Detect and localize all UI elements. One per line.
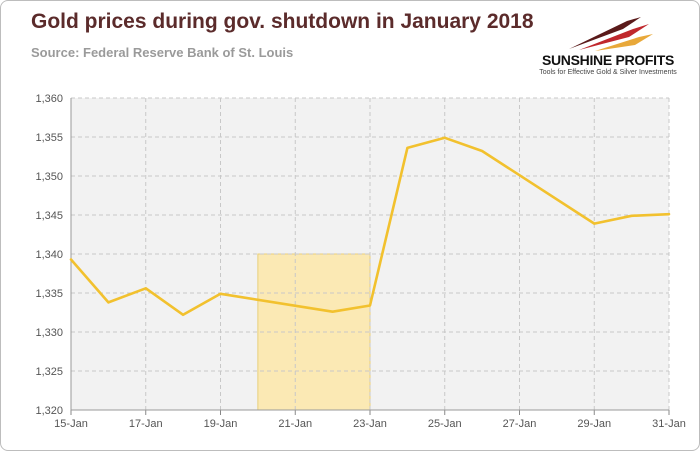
x-tick-label: 27-Jan <box>503 418 537 430</box>
x-tick-label: 23-Jan <box>353 418 387 430</box>
logo-name: SUNSHINE PROFITS <box>541 52 675 68</box>
x-tick-label: 19-Jan <box>204 418 238 430</box>
x-tick-label: 17-Jan <box>129 418 163 430</box>
chart-source: Source: Federal Reserve Bank of St. Loui… <box>31 45 294 60</box>
x-tick-label: 21-Jan <box>278 418 312 430</box>
y-tick-label: 1,335 <box>35 288 63 300</box>
y-tick-label: 1,340 <box>35 249 63 261</box>
y-tick-label: 1,330 <box>35 327 63 339</box>
y-tick-label: 1,360 <box>35 93 63 105</box>
y-tick-label: 1,320 <box>35 405 63 417</box>
y-tick-label: 1,350 <box>35 171 63 183</box>
chart-title: Gold prices during gov. shutdown in Janu… <box>31 10 534 33</box>
logo-swoosh-icon <box>569 17 653 51</box>
y-tick-label: 1,355 <box>35 132 63 144</box>
y-tick-label: 1,325 <box>35 366 63 378</box>
y-tick-label: 1,345 <box>35 210 63 222</box>
x-tick-label: 29-Jan <box>577 418 611 430</box>
x-tick-label: 25-Jan <box>428 418 462 430</box>
x-tick-label: 31-Jan <box>652 418 686 430</box>
sunshine-profits-logo: SUNSHINE PROFITS Tools for Effective Gol… <box>533 15 683 81</box>
logo-tagline: Tools for Effective Gold & Silver Invest… <box>539 69 677 76</box>
x-tick-label: 15-Jan <box>54 418 88 430</box>
gold-price-line <box>69 136 671 317</box>
